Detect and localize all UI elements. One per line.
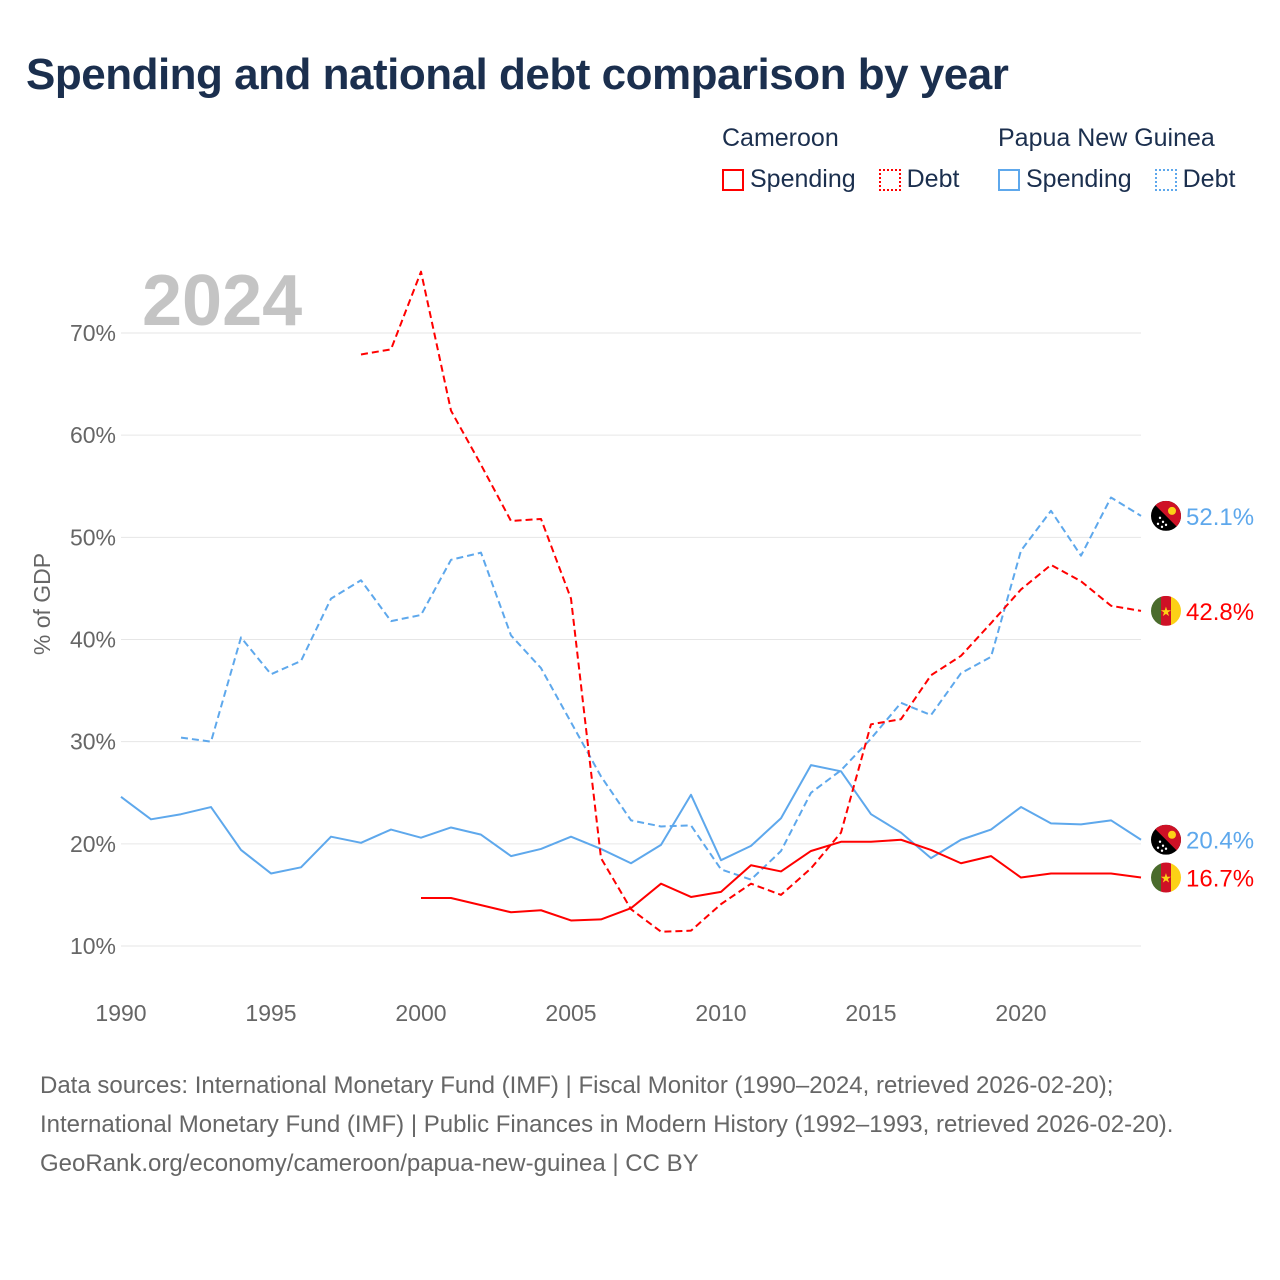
legend-png-spending[interactable]: Spending <box>998 165 1132 194</box>
legend-label: Debt <box>1182 165 1236 193</box>
y-tick-label: 50% <box>70 524 116 550</box>
y-tick-label: 30% <box>70 729 116 755</box>
legend-cameroon-debt[interactable]: Debt <box>878 165 960 194</box>
y-tick-label: 40% <box>70 627 116 653</box>
star-icon <box>1158 840 1162 843</box>
cameroon-flag-icon: ★ <box>1151 595 1181 626</box>
flag-stripe <box>1161 862 1171 893</box>
flag-stripe <box>1171 862 1181 893</box>
star-icon <box>1160 849 1164 852</box>
chart-title: Spending and national debt comparison by… <box>26 50 1009 99</box>
flag-body <box>1151 824 1181 855</box>
legend-cameroon: Cameroon Spending Debt <box>722 124 975 198</box>
star-icon <box>1158 516 1162 520</box>
star-icon <box>1156 522 1160 526</box>
papua-new-guinea-flag-icon <box>1151 824 1181 855</box>
star-icon: ★ <box>1160 871 1172 886</box>
star-icon: ★ <box>1160 604 1172 619</box>
flag-body: ★ <box>1151 595 1181 626</box>
bird-icon <box>1168 830 1176 839</box>
legend-cameroon-spending[interactable]: Spending <box>722 165 856 194</box>
y-tick-label: 70% <box>70 320 116 346</box>
x-tick-label: 2020 <box>995 1000 1046 1026</box>
dotted-swatch-icon <box>1154 168 1177 191</box>
solid-swatch-icon <box>998 168 1020 191</box>
end-value-label: 20.4% <box>1186 828 1254 855</box>
x-tick-label: 2010 <box>695 1000 746 1026</box>
star-icon <box>1160 525 1164 529</box>
star-icon <box>1164 523 1168 527</box>
legend-label: Spending <box>750 165 856 193</box>
flag-stripe <box>1171 595 1181 626</box>
legend-group-name: Cameroon <box>722 124 839 152</box>
flag-stripe <box>1161 595 1171 626</box>
flag-stripe <box>1151 595 1161 626</box>
papua-new-guinea-flag-icon <box>1151 500 1181 531</box>
legend-label: Spending <box>1026 165 1132 193</box>
dotted-swatch-icon <box>878 168 901 191</box>
legend-png-debt[interactable]: Debt <box>1154 165 1236 194</box>
end-value-label: 42.8% <box>1186 599 1254 626</box>
flag-stripe <box>1151 862 1161 893</box>
y-tick-label: 20% <box>70 831 116 857</box>
flag-body: ★ <box>1151 862 1181 893</box>
cameroon-flag-icon: ★ <box>1151 862 1181 893</box>
bird-icon <box>1168 506 1176 515</box>
end-value-label: 52.1% <box>1186 504 1254 531</box>
credit-link[interactable]: GeoRank.org/economy/cameroon/papua-new-g… <box>40 1150 699 1177</box>
year-label: 2024 <box>142 261 302 341</box>
series-line-cameroon-debt <box>360 270 1142 933</box>
series-line-cameroon-spending <box>421 838 1142 922</box>
y-tick-label: 60% <box>70 422 116 448</box>
star-icon <box>1161 520 1165 524</box>
y-axis-label: % of GDP <box>29 553 55 655</box>
star-icon <box>1161 844 1165 847</box>
star-icon <box>1164 847 1168 850</box>
line-chart: 10% 20% 30% 40% 50% 60% 70% 1990 1995 2000 2005 201… <box>29 261 1254 1026</box>
x-tick-label: 2015 <box>845 1000 896 1026</box>
y-tick-label: 10% <box>70 933 116 959</box>
x-tick-label: 2000 <box>395 1000 446 1026</box>
footer: Data sources: International Monetary Fun… <box>40 1066 1240 1183</box>
legend-png: Papua New Guinea Spending Debt <box>998 124 1235 198</box>
data-sources: Data sources: International Monetary Fun… <box>40 1072 1174 1138</box>
series-line-papua-new-guinea-debt <box>180 496 1142 881</box>
flag-body <box>1151 500 1181 531</box>
x-tick-label: 1990 <box>95 1000 146 1026</box>
x-tick-label: 2005 <box>545 1000 596 1026</box>
solid-swatch-icon <box>722 168 744 191</box>
series-line-papua-new-guinea-spending <box>120 764 1142 875</box>
star-icon <box>1156 846 1160 849</box>
x-tick-label: 1995 <box>245 1000 296 1026</box>
end-value-label: 16.7% <box>1186 866 1254 893</box>
legend-group-name: Papua New Guinea <box>998 124 1215 152</box>
legend-label: Debt <box>906 165 960 193</box>
